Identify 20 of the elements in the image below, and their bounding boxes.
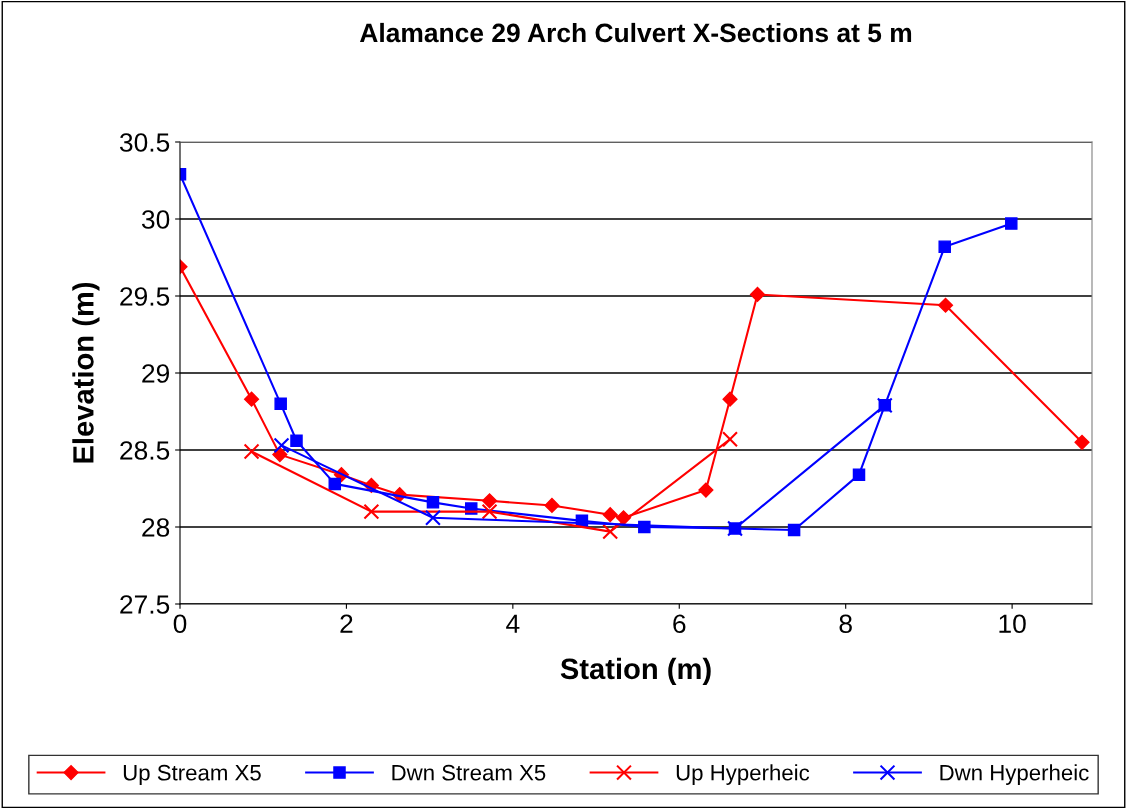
x-tick-label: 6 bbox=[673, 614, 686, 634]
x-tick-label: 0 bbox=[173, 614, 187, 634]
y-tick-label: 30 bbox=[141, 210, 170, 229]
y-tick-label: 29 bbox=[142, 364, 170, 383]
x-axis-title: Station (m) bbox=[560, 657, 711, 685]
y-tick-label: 27.5 bbox=[120, 595, 170, 614]
y-tick-label: 28.5 bbox=[120, 441, 170, 460]
y-tick-label: 28 bbox=[142, 518, 170, 537]
y-tick-label: 29.5 bbox=[120, 287, 170, 306]
legend-label: Dwn Hyperheic bbox=[940, 764, 1089, 785]
legend-label: Up Hyperheic bbox=[676, 764, 810, 785]
x-tick-label: 10 bbox=[999, 614, 1026, 634]
x-tick-label: 2 bbox=[340, 614, 353, 633]
legend-label: Dwn Stream X5 bbox=[392, 764, 546, 781]
chart-title: Alamance 29 Arch Culvert X-Sections at 5 m bbox=[359, 22, 912, 43]
legend-label: Up Stream X5 bbox=[123, 764, 261, 785]
x-tick-label: 4 bbox=[506, 614, 520, 633]
x-tick-label: 8 bbox=[839, 614, 852, 634]
y-tick-label: 30.5 bbox=[119, 133, 170, 152]
y-axis-title: Elevation (m) bbox=[72, 282, 100, 463]
